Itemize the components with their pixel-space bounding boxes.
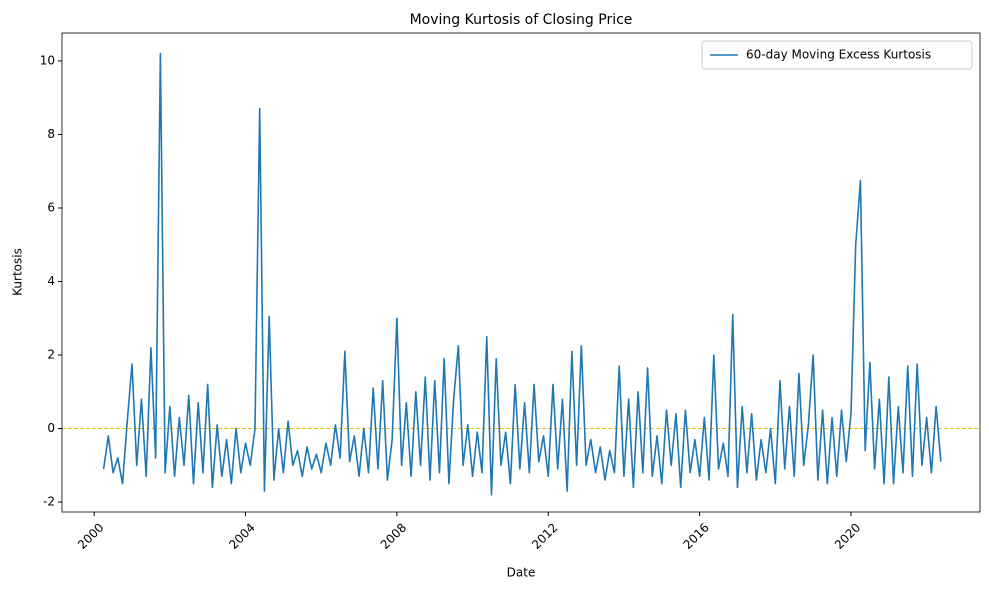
y-tick-label: 2	[47, 348, 55, 362]
x-tick-label: 2012	[529, 520, 560, 551]
legend-box	[701, 40, 973, 70]
x-tick-label: 2000	[75, 520, 106, 551]
y-axis-title: Kurtosis	[11, 248, 25, 296]
data-line	[102, 52, 942, 496]
chart-title: Moving Kurtosis of Closing Price	[410, 12, 633, 28]
y-tick-label: -2	[43, 495, 55, 509]
y-tick-label: 8	[47, 127, 55, 141]
legend: 60-day Moving Excess Kurtosis	[701, 40, 973, 70]
x-tick-label: 2020	[832, 520, 863, 551]
x-tick-label: 2004	[226, 520, 257, 551]
x-tick-label: 2016	[680, 520, 711, 551]
plot-frame	[61, 32, 981, 513]
y-tick-label: 10	[40, 53, 55, 67]
x-axis-title: Date	[507, 566, 536, 580]
y-tick-label: 6	[47, 200, 55, 214]
y-tick-label: 0	[47, 421, 55, 435]
y-tick-label: 4	[47, 274, 55, 288]
legend-label: 60-day Moving Excess Kurtosis	[746, 48, 931, 62]
x-tick-label: 2008	[378, 520, 409, 551]
